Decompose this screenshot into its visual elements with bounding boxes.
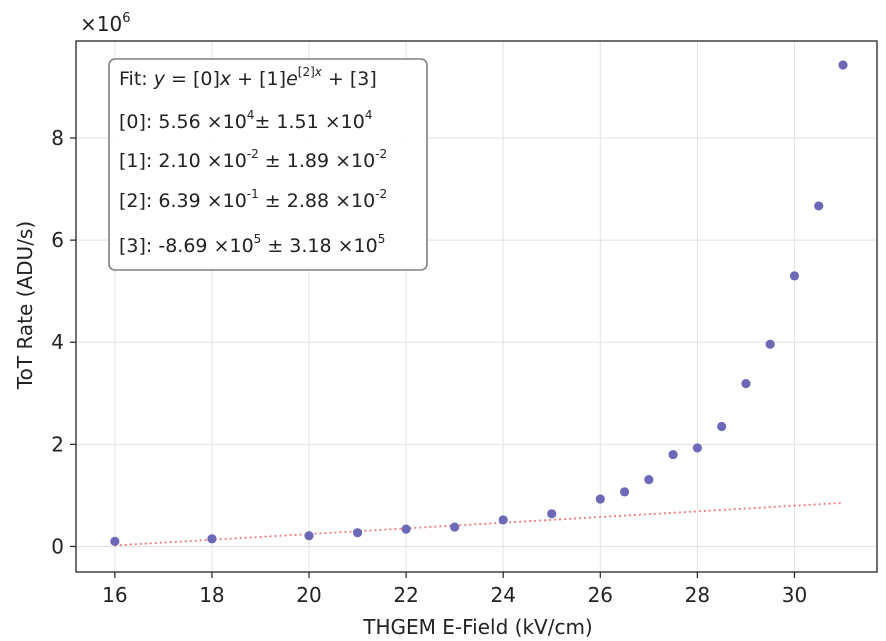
fit-legend-part: -2 (375, 147, 387, 161)
x-axis-title: THGEM E-Field (kV/cm) (362, 615, 592, 639)
data-point (741, 378, 751, 389)
data-point (450, 522, 460, 532)
y-tick-label: 2 (51, 432, 64, 456)
x-tick-label: 24 (490, 583, 515, 607)
fit-legend-p0: [0]: 5.56 ×104± 1.51 ×104 (119, 108, 372, 133)
x-tick-label: 30 (782, 583, 807, 607)
x-tick-label: 26 (588, 583, 613, 607)
fit-legend-box: Fit: y = [0]x + [1]e[2]x + [3][0]: 5.56 … (108, 58, 428, 271)
x-tick-label: 16 (102, 583, 127, 607)
fit-legend-p1: [1]: 2.10 ×10-2 ± 1.89 ×10-2 (119, 147, 387, 172)
data-point (765, 339, 775, 349)
data-points (110, 60, 848, 546)
data-point (352, 528, 363, 538)
fit-legend-part: -2 (247, 147, 259, 161)
y-multiplier-exp: 6 (122, 11, 130, 26)
data-point (304, 531, 314, 541)
y-tick-label: 6 (51, 228, 64, 252)
x-tick-label: 20 (296, 583, 321, 607)
x-tick-label: 22 (393, 583, 418, 607)
data-point (619, 487, 630, 497)
data-point (838, 60, 848, 70)
fit-legend-part: y (153, 68, 166, 90)
x-tick-label: 18 (199, 583, 224, 607)
fit-legend-part: 5 (378, 232, 386, 246)
x-tick-label: 28 (685, 583, 710, 607)
data-point (498, 515, 508, 525)
linear-term-dotted-line (114, 501, 844, 547)
plot-frame (75, 40, 878, 573)
y-axis-title: ToT Rate (ADU/s) (13, 221, 37, 390)
fit-legend-part: [2] (298, 65, 315, 79)
fit-legend-part: [1]: 2.10 ×10 (119, 150, 247, 172)
fit-legend-part: 4 (247, 108, 255, 122)
fit-legend-part: ± 3.18 ×10 (261, 235, 377, 257)
data-point (789, 271, 800, 281)
fit-legend-part: 5 (254, 232, 262, 246)
y-tick-label: 0 (51, 534, 64, 558)
fit-legend-part: [2]: 6.39 ×10 (119, 190, 247, 212)
fit-legend-part: ± 2.88 ×10 (259, 190, 375, 212)
data-point (717, 421, 727, 432)
data-point (401, 524, 411, 534)
data-point (595, 494, 605, 504)
data-point (207, 534, 217, 544)
fit-legend-part: = [0] (165, 68, 220, 90)
y-multiplier-base: ×10 (80, 12, 122, 36)
fit-legend-part: -2 (375, 187, 387, 201)
fit-legend-part: + [3] (322, 68, 377, 90)
fit-legend-part: [0]: 5.56 ×10 (119, 111, 247, 133)
fit-legend-part: ± 1.51 ×10 (254, 111, 364, 133)
fit-legend-part: -1 (247, 187, 259, 201)
fit-legend-part: x (314, 65, 323, 79)
data-point (668, 449, 678, 460)
legend-frame (108, 58, 428, 271)
fit-legend-part: e (286, 68, 298, 90)
y-tick-label: 4 (51, 330, 64, 354)
data-point (644, 474, 654, 485)
fit-legend-part: 4 (365, 108, 373, 122)
fit-legend-part: + [1] (231, 68, 286, 90)
y-axis-multiplier: ×106 (80, 11, 131, 36)
fit-legend-part: x (219, 68, 232, 90)
data-point (547, 509, 557, 519)
fit-legend-part: [3]: -8.69 ×10 (119, 235, 254, 257)
fit-legend-part: Fit: (119, 68, 154, 90)
data-point (692, 443, 702, 453)
fit-legend-p3: [3]: -8.69 ×105 ± 3.18 ×105 (119, 232, 385, 257)
fit-legend-fit: Fit: y = [0]x + [1]e[2]x + [3] (119, 65, 377, 90)
data-point (814, 201, 824, 211)
fit-legend-part: ± 1.89 ×10 (259, 150, 375, 172)
fit-legend-p2: [2]: 6.39 ×10-1 ± 2.88 ×10-2 (119, 187, 387, 212)
y-tick-label: 8 (51, 126, 64, 150)
linear-component-line (114, 501, 844, 547)
data-point (110, 536, 120, 546)
